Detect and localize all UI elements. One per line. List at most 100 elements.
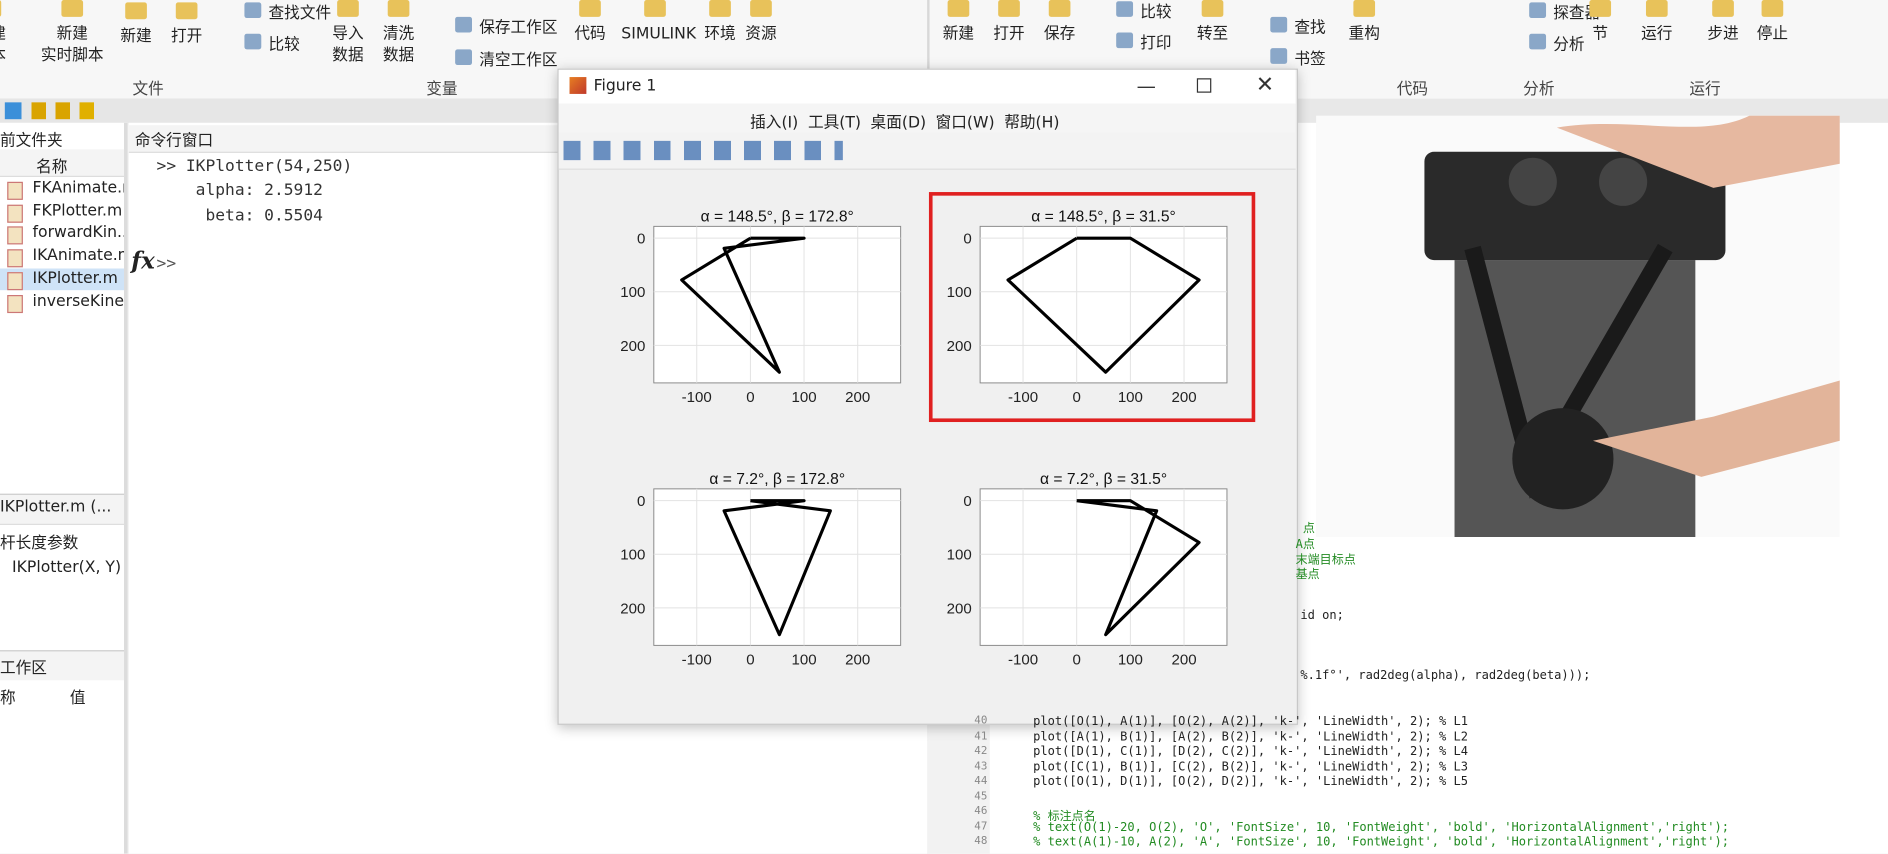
toolstrip-button[interactable]: 新建 脚本 <box>0 24 24 67</box>
figure-title: Figure 1 <box>593 77 657 96</box>
line-number: 45 <box>974 790 988 803</box>
y-tick-label: 100 <box>947 284 972 301</box>
line-number: 43 <box>974 760 988 773</box>
file-icon <box>7 181 23 200</box>
file-icon <box>7 204 23 223</box>
toolstrip-icon <box>61 0 84 17</box>
command-title: 命令行窗口 <box>134 132 214 151</box>
x-tick-label: 100 <box>792 389 817 406</box>
file-item[interactable]: IKPlotter.m <box>32 269 118 288</box>
toolstrip-icon <box>1761 0 1784 17</box>
close[interactable]: ✕ <box>1255 72 1275 98</box>
toolstrip-button[interactable]: 新建 实时脚本 <box>40 25 104 66</box>
plot-area <box>653 225 902 384</box>
toolstrip-icon <box>1712 0 1734 17</box>
code-line: plot([O(1), A(1)], [O(2), A(2)], 'k-', '… <box>1033 715 1469 729</box>
toolstrip-button[interactable]: 停止 <box>1756 25 1789 44</box>
x-tick-label: 100 <box>1118 389 1143 406</box>
file-item[interactable]: IKAnimate.m <box>32 246 125 266</box>
toolstrip-button[interactable]: 导入 数据 <box>332 25 364 66</box>
toolstrip-icon <box>0 0 2 17</box>
toolstrip-button[interactable]: 重构 <box>1348 25 1380 44</box>
toolstrip-icon <box>1645 0 1668 17</box>
prompt: >> <box>156 254 177 274</box>
toolstrip-button[interactable]: 保存工作区 <box>479 19 558 38</box>
menu-item[interactable]: 插入(I) <box>750 114 799 133</box>
line-number: 46 <box>974 805 988 818</box>
toolstrip-icon <box>1116 1 1134 17</box>
toolstrip-icon <box>244 2 262 19</box>
y-tick-label: 0 <box>963 493 971 510</box>
maximize[interactable] <box>1196 78 1212 93</box>
toolstrip-icon <box>947 0 970 17</box>
toolstrip-button[interactable]: 节 <box>1592 25 1609 44</box>
toolstrip-button[interactable]: 新建 <box>942 25 975 44</box>
toolstrip-icon <box>1270 48 1288 64</box>
toolstrip-button[interactable]: 比较 <box>1140 3 1172 22</box>
fx-icon: fx <box>131 248 155 275</box>
line-number: 41 <box>974 730 988 743</box>
toolstrip-button[interactable]: 查找文件 <box>268 4 332 23</box>
separator <box>927 0 930 99</box>
toolstrip-button[interactable]: 新建 <box>120 27 152 46</box>
toolstrip-button[interactable]: 探查器 <box>1553 4 1601 23</box>
code-fragment: A点 <box>1295 538 1315 552</box>
toolstrip-button[interactable]: 代码 <box>574 25 606 44</box>
line-gutter <box>929 712 990 854</box>
toolstrip-icon <box>337 0 359 17</box>
toolstrip-icon <box>1116 32 1134 49</box>
x-tick-label: 100 <box>792 652 817 669</box>
toolstrip-button[interactable]: 分析 <box>1553 36 1585 55</box>
menu-item[interactable]: 帮助(H) <box>1004 114 1060 133</box>
y-tick-label: 0 <box>637 231 645 248</box>
toolstrip-icon <box>998 0 1020 17</box>
y-tick-label: 0 <box>963 231 971 248</box>
toolstrip-icon <box>1529 33 1547 50</box>
details-title: IKPlotter.m (... <box>0 498 112 517</box>
toolstrip-button[interactable]: 打开 <box>993 25 1025 44</box>
toolstrip-button[interactable]: 打印 <box>1140 34 1172 53</box>
toolstrip-button[interactable]: 打开 <box>170 27 203 46</box>
toolstrip-icon <box>455 16 472 33</box>
toolstrip-icon <box>709 0 731 17</box>
toolstrip-icon <box>579 0 601 17</box>
menu-item[interactable]: 窗口(W) <box>935 114 995 133</box>
file-item[interactable]: inverseKine... <box>32 291 125 311</box>
toolstrip-icon <box>1529 2 1547 19</box>
file-item[interactable]: FKPlotter.m <box>32 201 123 220</box>
toolstrip-button[interactable]: 资源 <box>745 25 777 44</box>
y-tick-label: 100 <box>620 284 645 301</box>
toolstrip-icon <box>387 0 410 17</box>
toolstrip-icon <box>455 49 472 66</box>
toolstrip-button[interactable]: SIMULINK <box>621 25 697 44</box>
menu-item[interactable]: 工具(T) <box>807 114 862 133</box>
code-line: % 标注点名 <box>1033 810 1096 824</box>
minimize[interactable]: — <box>1136 74 1156 98</box>
toolstrip-button[interactable]: 步进 <box>1707 25 1739 44</box>
file-item[interactable]: FKAnimate.m <box>32 179 125 198</box>
details-heading: 杆长度参数 <box>0 534 79 553</box>
toolstrip-button[interactable]: 转至 <box>1196 25 1229 44</box>
x-tick-label: -100 <box>682 652 712 669</box>
menu-item[interactable]: 桌面(D) <box>870 114 927 133</box>
line-number: 44 <box>974 775 988 788</box>
x-tick-label: 0 <box>746 652 754 669</box>
plot-area <box>979 225 1228 384</box>
toolstrip-button[interactable]: 书签 <box>1294 50 1326 69</box>
toolstrip-button[interactable]: 清洗 数据 <box>382 25 415 66</box>
file-item[interactable]: forwardKin... <box>32 224 125 243</box>
code-fragment: 基点 <box>1295 568 1320 582</box>
x-tick-label: 0 <box>746 389 754 406</box>
toolstrip-button[interactable]: 比较 <box>268 36 300 55</box>
toolstrip-button[interactable]: 环境 <box>704 25 736 44</box>
toolstrip-icon <box>175 2 198 20</box>
video <box>1316 115 1840 538</box>
code-line: plot([C(1), B(1)], [C(2), B(2)], 'k-', '… <box>1033 760 1469 774</box>
code-fragment: id on; <box>1300 609 1344 623</box>
toolstrip-button[interactable]: 清空工作区 <box>479 51 558 70</box>
section-label: 代码 <box>1396 80 1429 99</box>
toolstrip-button[interactable]: 运行 <box>1641 25 1673 44</box>
toolstrip-button[interactable]: 查找 <box>1294 19 1326 38</box>
toolstrip-button[interactable]: 保存 <box>1043 25 1076 44</box>
